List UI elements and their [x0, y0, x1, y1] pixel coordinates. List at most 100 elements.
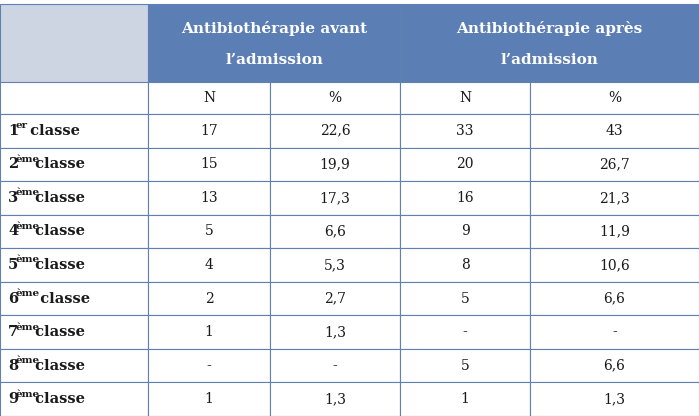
Text: %: % [329, 91, 342, 105]
Text: 10,6: 10,6 [599, 258, 630, 272]
Text: 1,3: 1,3 [324, 392, 346, 406]
Bar [270, 148, 400, 181]
Text: 3: 3 [8, 191, 18, 205]
Bar [148, 349, 270, 382]
Text: 1: 1 [205, 325, 213, 339]
Bar [400, 315, 530, 349]
Bar [270, 114, 400, 148]
Text: 5: 5 [461, 359, 469, 373]
Text: ème: ème [15, 390, 40, 399]
Text: ème: ème [15, 255, 40, 265]
Text: %: % [608, 91, 621, 105]
Text: 4: 4 [205, 258, 213, 272]
Text: 8: 8 [461, 258, 469, 272]
Bar [530, 315, 699, 349]
Bar [400, 181, 530, 215]
Text: l’admission: l’admission [500, 53, 598, 67]
Bar [530, 148, 699, 181]
Text: 8: 8 [8, 359, 18, 373]
Text: -: - [463, 325, 468, 339]
Bar [0, 315, 148, 349]
Text: 7: 7 [8, 325, 18, 339]
Text: Antibiothérapie après: Antibiothérapie après [456, 22, 642, 37]
Text: 20: 20 [456, 157, 474, 171]
Bar [400, 114, 530, 148]
Text: classe: classe [30, 325, 85, 339]
Bar [270, 181, 400, 215]
Text: 43: 43 [606, 124, 624, 138]
Text: classe: classe [25, 124, 80, 138]
Text: classe: classe [30, 359, 85, 373]
Text: classe: classe [30, 392, 85, 406]
Bar [530, 282, 699, 315]
Text: -: - [612, 325, 617, 339]
Text: classe: classe [30, 157, 85, 171]
Text: 5: 5 [461, 292, 469, 306]
Text: 33: 33 [456, 124, 474, 138]
Text: classe: classe [30, 225, 85, 238]
Text: classe: classe [30, 292, 90, 306]
Bar [0, 4, 148, 114]
Bar [270, 282, 400, 315]
Bar [148, 315, 270, 349]
Text: er: er [15, 121, 28, 130]
Bar [400, 382, 530, 416]
Bar [148, 248, 270, 282]
Bar [148, 82, 270, 114]
Text: 13: 13 [200, 191, 218, 205]
Bar [148, 114, 270, 148]
Bar [530, 215, 699, 248]
Bar [400, 82, 530, 114]
Text: -: - [207, 359, 211, 373]
Text: 1: 1 [461, 392, 470, 406]
Text: ème: ème [15, 289, 40, 298]
Text: N: N [459, 91, 471, 105]
Bar [530, 114, 699, 148]
Bar [400, 148, 530, 181]
Text: 17: 17 [200, 124, 218, 138]
Bar [270, 82, 400, 114]
Text: ème: ème [15, 155, 40, 164]
Bar [0, 382, 148, 416]
Text: 2,7: 2,7 [324, 292, 346, 306]
Text: 2: 2 [205, 292, 213, 306]
Text: 9: 9 [8, 392, 18, 406]
Text: 11,9: 11,9 [599, 225, 630, 238]
Text: classe: classe [30, 191, 85, 205]
Bar [148, 382, 270, 416]
Text: 4: 4 [8, 225, 18, 238]
Bar [0, 82, 148, 114]
Text: N: N [203, 91, 215, 105]
Bar [400, 215, 530, 248]
Text: 6,6: 6,6 [603, 359, 626, 373]
Bar [270, 215, 400, 248]
Text: l’admission: l’admission [225, 53, 323, 67]
Bar [0, 215, 148, 248]
Text: 9: 9 [461, 225, 469, 238]
Bar [0, 349, 148, 382]
Bar [148, 4, 400, 82]
Bar [270, 315, 400, 349]
Text: ème: ème [15, 222, 40, 231]
Bar [0, 114, 148, 148]
Text: 6,6: 6,6 [324, 225, 346, 238]
Text: 6: 6 [8, 292, 18, 306]
Text: 1: 1 [205, 392, 213, 406]
Text: 1: 1 [8, 124, 18, 138]
Text: 19,9: 19,9 [319, 157, 350, 171]
Text: 5,3: 5,3 [324, 258, 346, 272]
Bar [530, 82, 699, 114]
Text: 16: 16 [456, 191, 474, 205]
Bar [270, 248, 400, 282]
Text: -: - [333, 359, 338, 373]
Text: 5: 5 [8, 258, 18, 272]
Text: 26,7: 26,7 [599, 157, 630, 171]
Bar [0, 248, 148, 282]
Bar [400, 349, 530, 382]
Bar [148, 148, 270, 181]
Bar [400, 282, 530, 315]
Bar [270, 382, 400, 416]
Bar [0, 282, 148, 315]
Bar [530, 181, 699, 215]
Bar [530, 349, 699, 382]
